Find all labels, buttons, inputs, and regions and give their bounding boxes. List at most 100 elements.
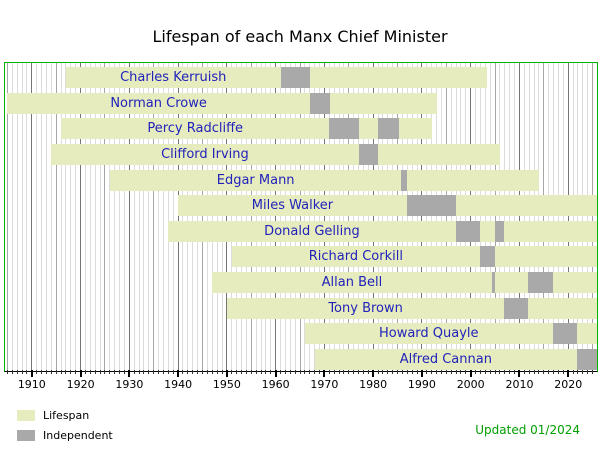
term-segment [504, 297, 529, 319]
gridline-2017 [553, 63, 555, 371]
gridline-1939 [172, 63, 174, 371]
gridline-1979 [367, 63, 369, 371]
gridline-1960 [275, 63, 277, 371]
x-axis: 1910 1920 1930 1940 1950 1960 1970 1980 1990 2000… [0, 370, 600, 400]
term-segment [528, 272, 553, 294]
gridline-2006 [499, 63, 501, 371]
axis-tick-minor [236, 370, 238, 374]
gridline-1980 [372, 63, 374, 371]
axis-tick-minor [192, 370, 194, 374]
axis-tick-minor [504, 370, 506, 374]
gridline-1964 [294, 63, 296, 371]
gridline-1981 [377, 63, 379, 371]
legend-item-independent: Independent [17, 425, 113, 445]
gridline-1917 [65, 63, 67, 371]
gridline-2008 [509, 63, 511, 371]
axis-tick-label: 1950 [212, 378, 241, 391]
gridline-1926 [109, 63, 111, 371]
axis-tick-label: 1970 [310, 378, 339, 391]
gridline-1988 [411, 63, 413, 371]
gridline-1949 [221, 63, 223, 371]
gridline-2001 [475, 63, 477, 371]
gridline-1911 [36, 63, 38, 371]
axis-tick-minor [479, 370, 481, 374]
gridline-1971 [328, 63, 330, 371]
lifespan-bar [212, 272, 597, 294]
gridline-1987 [406, 63, 408, 371]
term-segment [329, 118, 359, 140]
axis-tick-minor [460, 370, 462, 374]
gridline-1924 [99, 63, 101, 371]
person-label: Norman Crowe [110, 95, 207, 111]
gridline-1990 [421, 63, 423, 371]
person-label: Miles Walker [251, 198, 334, 214]
axis-tick-label: 2010 [505, 378, 534, 391]
legend: Lifespan Independent [17, 405, 113, 445]
gridline-1936 [158, 63, 160, 371]
lifespan-bar [168, 220, 597, 242]
axis-tick-minor [499, 370, 501, 374]
axis-tick-minor [280, 370, 282, 374]
term-segment [455, 220, 480, 242]
gridline-1934 [148, 63, 150, 371]
axis-tick-minor [148, 370, 150, 374]
lifespan-bar [65, 67, 487, 88]
axis-tick-minor [294, 370, 296, 374]
gridline-1906 [11, 63, 13, 371]
gridline-1923 [94, 63, 96, 371]
axis-tick-minor [270, 370, 272, 374]
axis-tick-minor [11, 370, 13, 374]
axis-tick-minor [260, 370, 262, 374]
axis-tick-minor [538, 370, 540, 374]
term-segment [309, 92, 331, 114]
gridline-1950 [226, 63, 228, 371]
gridline-1966 [304, 63, 306, 371]
gridline-1942 [187, 63, 189, 371]
person-label: Alfred Cannan [399, 352, 492, 368]
axis-tick-minor [241, 370, 242, 374]
axis-tick-minor [382, 370, 384, 374]
gridline-1963 [289, 63, 291, 371]
term-segment [491, 272, 495, 294]
gridline-2007 [504, 63, 506, 371]
axis-tick-major [79, 370, 82, 377]
axis-tick-minor [587, 370, 589, 374]
gridline-1959 [270, 63, 272, 371]
gridline-1975 [348, 63, 350, 371]
lifespan-bar [178, 195, 597, 217]
axis-tick-minor [6, 370, 8, 374]
axis-tick-minor [592, 370, 594, 374]
axis-tick-minor [206, 370, 208, 374]
term-segment [479, 246, 495, 268]
axis-tick-minor [533, 370, 535, 374]
axis-tick-minor [133, 370, 135, 374]
axis-tick-minor [89, 370, 91, 374]
axis-tick-minor [455, 370, 457, 374]
gridline-1913 [45, 63, 47, 371]
axis-tick-minor [528, 370, 530, 374]
gridline-1909 [26, 63, 28, 371]
person-label: Percy Radcliffe [147, 121, 244, 137]
lifespan-bar [304, 323, 597, 345]
axis-tick-label: 1980 [359, 378, 388, 391]
person-label: Donald Gelling [264, 223, 360, 239]
axis-tick-minor [216, 370, 218, 374]
gridline-1951 [231, 63, 233, 371]
axis-tick-minor [119, 370, 121, 374]
gridline-1921 [84, 63, 86, 371]
gridline-1952 [236, 63, 238, 371]
axis-tick-label: 1920 [66, 378, 95, 391]
gridline-1968 [314, 63, 316, 371]
gridline-1910 [31, 63, 33, 371]
plot-area: Charles Kerruish Norman Crowe Percy Radcli… [4, 62, 598, 372]
axis-tick-minor [70, 370, 72, 374]
person-label: Richard Corkill [308, 249, 403, 265]
person-label: Edgar Mann [216, 172, 295, 188]
gridline-2019 [562, 63, 564, 371]
term-segment [552, 323, 577, 345]
gridline-1995 [445, 63, 447, 371]
axis-tick-minor [162, 370, 164, 374]
axis-tick-minor [392, 370, 394, 374]
gridline-1940 [177, 63, 179, 371]
axis-tick-minor [377, 370, 379, 374]
